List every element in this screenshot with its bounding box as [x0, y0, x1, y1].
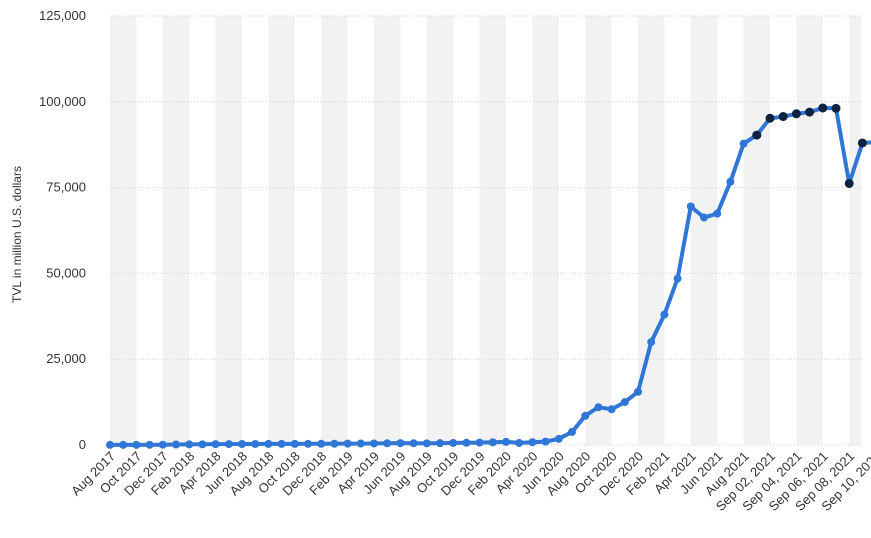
data-point[interactable]	[554, 434, 563, 443]
background-band	[374, 16, 401, 445]
background-band	[796, 16, 823, 445]
y-tick-label: 50,000	[46, 265, 86, 280]
data-point[interactable]	[488, 438, 497, 447]
data-point[interactable]	[765, 113, 775, 123]
data-point[interactable]	[844, 178, 854, 188]
background-band	[321, 16, 348, 445]
background-band	[110, 16, 137, 445]
background-band	[532, 16, 559, 445]
data-point[interactable]	[409, 439, 418, 448]
data-point[interactable]	[132, 440, 141, 449]
data-point[interactable]	[475, 438, 484, 447]
data-point[interactable]	[647, 338, 656, 347]
data-point[interactable]	[304, 439, 312, 448]
gridlines	[110, 15, 861, 446]
background-band	[426, 16, 454, 445]
data-point[interactable]	[224, 440, 233, 449]
data-point[interactable]	[700, 213, 708, 222]
data-point[interactable]	[198, 440, 207, 449]
data-point[interactable]	[791, 109, 801, 119]
data-point[interactable]	[383, 439, 392, 448]
data-point[interactable]	[515, 438, 524, 447]
data-point[interactable]	[541, 437, 550, 446]
data-point[interactable]	[317, 439, 326, 448]
data-point[interactable]	[634, 387, 642, 396]
y-axis-ticks: 0 25,000 50,000 75,000 100,000 125,000	[39, 8, 86, 452]
data-point[interactable]	[436, 439, 444, 448]
data-point[interactable]	[713, 209, 722, 218]
data-point[interactable]	[449, 438, 458, 447]
data-point[interactable]	[462, 438, 471, 447]
y-axis-title: TVL in million U.S. dollars	[10, 166, 24, 303]
data-point[interactable]	[185, 440, 194, 449]
data-point[interactable]	[831, 103, 841, 113]
data-point[interactable]	[145, 440, 154, 449]
data-point[interactable]	[805, 107, 815, 117]
data-point[interactable]	[396, 439, 405, 448]
y-tick-label: 100,000	[39, 94, 86, 109]
background-band	[849, 16, 861, 445]
data-point[interactable]	[568, 427, 576, 436]
data-point[interactable]	[119, 440, 128, 449]
data-point[interactable]	[356, 439, 365, 448]
data-point[interactable]	[620, 398, 629, 407]
background-bands	[110, 16, 861, 445]
background-band	[743, 16, 770, 445]
background-band	[162, 16, 190, 445]
data-point[interactable]	[238, 440, 246, 449]
data-point[interactable]	[172, 440, 180, 449]
data-point[interactable]	[158, 440, 167, 449]
background-band	[585, 16, 612, 445]
data-point[interactable]	[673, 274, 682, 283]
background-band	[479, 16, 506, 445]
y-tick-label: 75,000	[46, 180, 86, 195]
data-point[interactable]	[502, 437, 510, 446]
data-point[interactable]	[330, 439, 339, 448]
data-point[interactable]	[726, 177, 735, 186]
data-point[interactable]	[290, 439, 299, 448]
data-point[interactable]	[686, 202, 695, 211]
data-point[interactable]	[857, 138, 867, 148]
data-point[interactable]	[752, 130, 762, 140]
data-point[interactable]	[528, 438, 537, 447]
data-point[interactable]	[778, 112, 788, 122]
data-point[interactable]	[581, 411, 590, 420]
data-point[interactable]	[607, 405, 616, 414]
data-point[interactable]	[277, 439, 286, 448]
data-point[interactable]	[370, 439, 378, 448]
y-tick-label: 0	[79, 437, 86, 452]
background-band	[268, 16, 295, 445]
data-point[interactable]	[739, 139, 748, 148]
data-point[interactable]	[211, 440, 220, 449]
data-point[interactable]	[422, 439, 431, 448]
background-band	[690, 16, 718, 445]
data-point[interactable]	[343, 439, 352, 448]
y-tick-label: 25,000	[46, 351, 86, 366]
data-point[interactable]	[251, 439, 260, 448]
data-point[interactable]	[818, 103, 828, 113]
data-point[interactable]	[660, 310, 669, 319]
data-point[interactable]	[594, 403, 603, 412]
data-points	[106, 103, 867, 449]
data-point[interactable]	[106, 440, 114, 449]
y-tick-label: 125,000	[39, 8, 86, 23]
background-band	[215, 16, 242, 445]
data-point[interactable]	[264, 439, 273, 448]
